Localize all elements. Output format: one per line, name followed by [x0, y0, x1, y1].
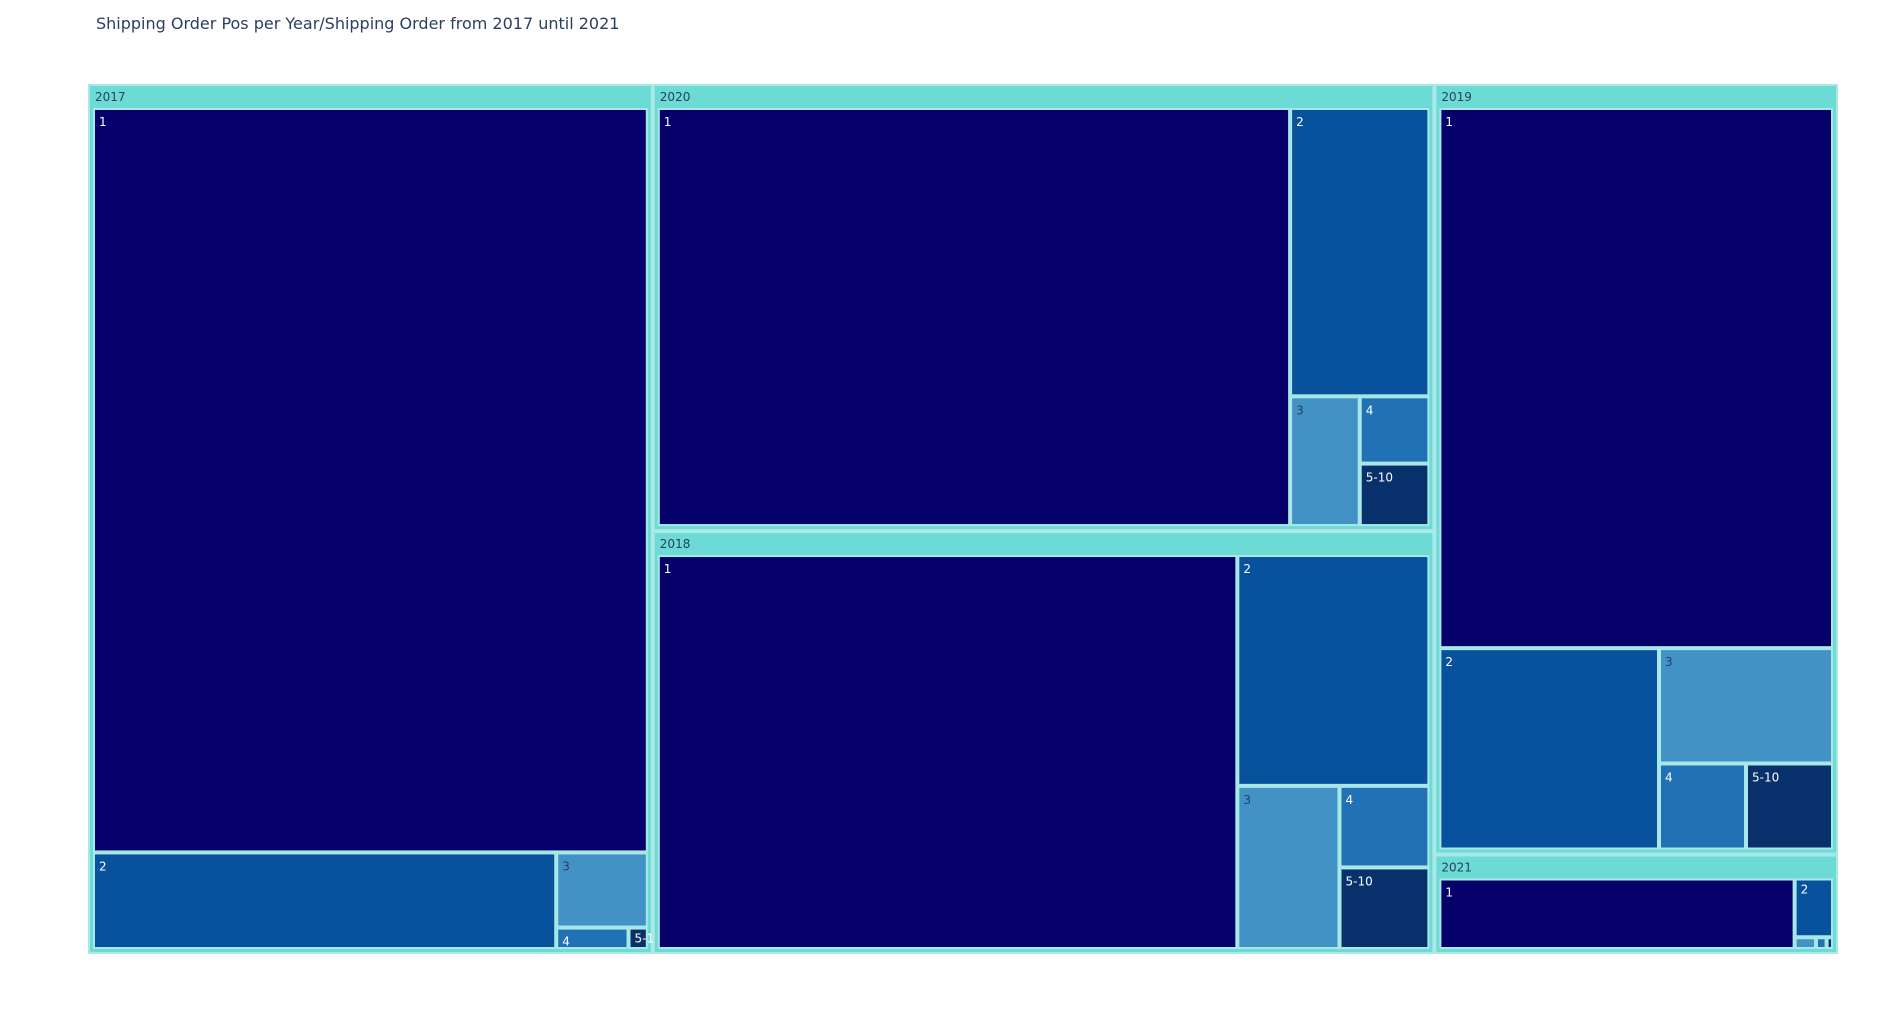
tile-label-2020-pos-5-10: 5-10 [1366, 471, 1393, 485]
tile-label-2020-pos-3: 3 [1296, 403, 1304, 417]
tile-label-2018-pos-3: 3 [1243, 793, 1251, 807]
tile-2018-pos-2[interactable] [1237, 555, 1430, 786]
tile-2019-pos-5-10[interactable] [1745, 763, 1833, 850]
tile-2021-pos-5-10[interactable] [1826, 937, 1833, 950]
tile-label-2021-pos-2: 2 [1801, 882, 1809, 896]
tile-2018-pos-5-10[interactable] [1339, 867, 1430, 949]
tile-2019-pos-2[interactable] [1439, 648, 1659, 850]
year-group-2018[interactable]: 2018 1 2 3 4 5-10 [652, 531, 1435, 954]
tile-label-2021-pos-1: 1 [1445, 885, 1453, 899]
tile-2017-pos-1[interactable] [93, 108, 648, 853]
tile-2019-pos-1[interactable] [1439, 108, 1833, 649]
tile-label-2019-pos-1: 1 [1445, 115, 1453, 129]
tile-2021-pos-1[interactable] [1439, 878, 1795, 949]
tile-2017-pos-3[interactable] [556, 852, 648, 928]
tile-2020-pos-4[interactable] [1359, 396, 1430, 464]
tile-label-2018-pos-1: 1 [664, 562, 672, 576]
tile-label-2017-pos-2: 2 [99, 859, 107, 873]
tile-label-2019-pos-2: 2 [1445, 655, 1453, 669]
year-label-2017: 2017 [95, 90, 126, 104]
tile-label-2020-pos-2: 2 [1296, 115, 1304, 129]
tile-2019-pos-4[interactable] [1658, 763, 1746, 850]
year-group-2021[interactable]: 2021 1 2 [1434, 854, 1838, 954]
tile-2019-pos-3[interactable] [1658, 648, 1834, 764]
tile-label-2018-pos-2: 2 [1243, 562, 1251, 576]
tile-2017-pos-2[interactable] [93, 852, 557, 949]
tile-label-2019-pos-5-10: 5-10 [1752, 770, 1779, 784]
tile-2020-pos-1[interactable] [657, 108, 1291, 527]
year-label-2018: 2018 [660, 537, 691, 551]
tile-label-2019-pos-3: 3 [1665, 655, 1673, 669]
year-label-2019: 2019 [1441, 90, 1472, 104]
tile-2020-pos-3[interactable] [1290, 396, 1360, 527]
tile-2021-pos-2[interactable] [1794, 878, 1833, 938]
year-group-2019[interactable]: 2019 1 2 3 4 5-10 [1434, 84, 1838, 855]
chart-title: Shipping Order Pos per Year/Shipping Ord… [96, 14, 620, 33]
tile-label-2017-pos-3: 3 [562, 859, 570, 873]
tile-2020-pos-2[interactable] [1290, 108, 1430, 397]
tile-label-2020-pos-4: 4 [1366, 403, 1374, 417]
year-group-2020[interactable]: 2020 1 2 3 4 5-10 [652, 84, 1435, 532]
tile-2017-pos-4[interactable] [556, 927, 629, 950]
tile-2018-pos-4[interactable] [1339, 785, 1430, 868]
year-label-2021: 2021 [1441, 860, 1472, 874]
tile-2021-pos-4[interactable] [1815, 937, 1827, 950]
tile-label-2017-pos-1: 1 [99, 115, 107, 129]
tile-2018-pos-3[interactable] [1237, 785, 1340, 949]
year-label-2020: 2020 [660, 90, 691, 104]
tile-2017-pos-5-10[interactable] [628, 927, 648, 950]
tile-label-2019-pos-4: 4 [1665, 770, 1673, 784]
tile-label-2018-pos-5-10: 5-10 [1345, 874, 1372, 888]
tile-label-2018-pos-4: 4 [1345, 793, 1353, 807]
tile-label-2020-pos-1: 1 [664, 115, 672, 129]
tile-2021-pos-3[interactable] [1794, 937, 1816, 950]
tile-2020-pos-5-10[interactable] [1359, 463, 1430, 527]
tile-2018-pos-1[interactable] [657, 555, 1238, 949]
tile-label-2017-pos-4: 4 [562, 935, 570, 949]
